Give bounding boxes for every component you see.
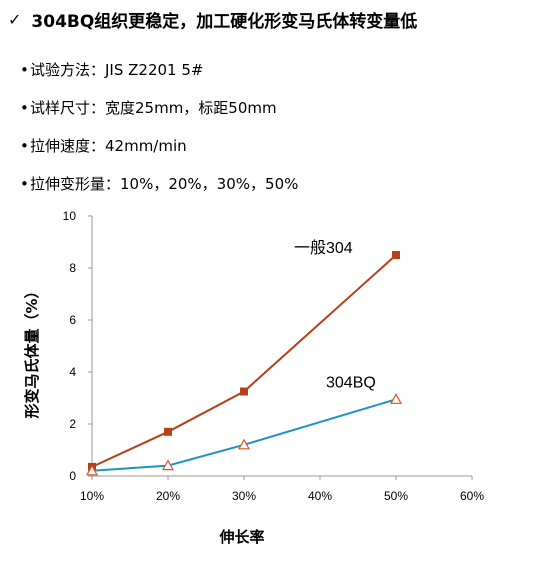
y-tick-label: 4 [69,365,76,379]
series-label-2: 304BQ [326,374,376,391]
series-line-1 [91,254,397,468]
condition-method: 试验方法：JIS Z2201 5# [30,61,204,79]
data-point [389,393,403,404]
y-tick-label: 8 [69,261,76,275]
x-tick-label: 20% [156,489,180,503]
headline: ✓ 304BQ组织更稳定，加工硬化形变马氏体转变量低 [8,6,417,32]
y-tick-label: 2 [69,417,76,431]
x-tick-label: 40% [308,489,332,503]
data-point [237,438,251,450]
data-point [240,387,248,396]
test-conditions-list: •试验方法：JIS Z2201 5# •试样尺寸：宽度25mm，标距50mm •… [20,56,298,208]
x-tick-label: 60% [460,489,484,503]
data-point [392,251,400,259]
series-label-1: 一般304 [294,239,353,257]
y-tick-label: 6 [69,313,76,327]
x-tick-label: 50% [384,489,408,503]
condition-strain: 拉伸变形量：10%，20%，30%，50% [30,175,299,193]
y-axis-title: 形变马氏体量（%） [23,283,41,418]
condition-specimen-size: 试样尺寸：宽度25mm，标距50mm [30,99,277,117]
headline-text: 304BQ组织更稳定，加工硬化形变马氏体转变量低 [31,11,418,32]
x-tick-label: 10% [80,489,104,503]
y-tick-label: 10 [63,209,77,223]
condition-speed: 拉伸速度：42mm/min [30,137,187,155]
data-point [161,459,175,471]
x-axis-title: 伸长率 [218,528,264,546]
checkmark-icon: ✓ [8,9,22,29]
x-tick-label: 30% [232,489,256,503]
y-tick-label: 0 [69,469,76,483]
data-point [85,464,99,476]
list-item: •拉伸速度：42mm/min [20,137,187,155]
data-point [164,427,172,436]
series-line-2 [91,398,397,472]
list-item: •试样尺寸：宽度25mm，标距50mm [20,99,277,117]
list-item: •拉伸变形量：10%，20%，30%，50% [20,175,299,193]
list-item: •试验方法：JIS Z2201 5# [20,61,204,79]
